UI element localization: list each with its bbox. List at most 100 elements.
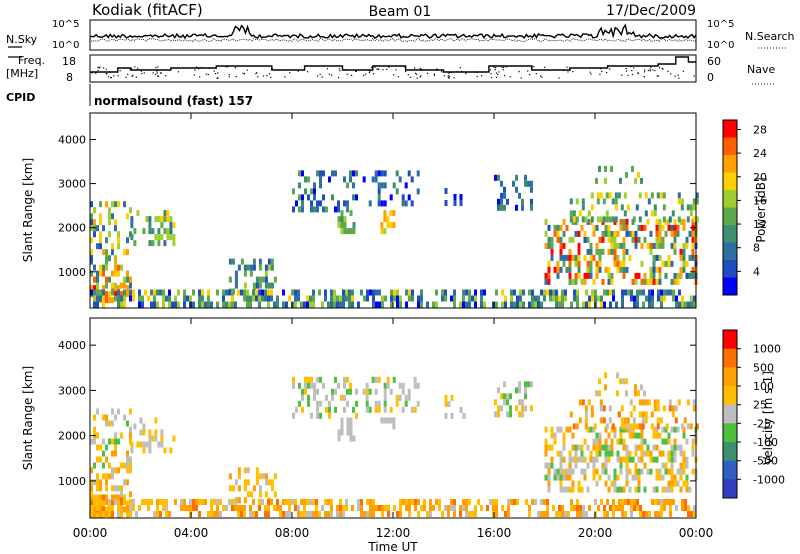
colorbar-tick-label: 1000 <box>753 343 781 356</box>
range-gate-cell <box>111 243 114 250</box>
range-gate-cell <box>631 230 635 237</box>
range-gate-cell <box>589 254 593 261</box>
range-gate-cell <box>641 411 645 418</box>
velocity-scatter-data <box>90 372 699 519</box>
nave-dot <box>228 76 230 78</box>
range-gate-cell <box>228 276 232 283</box>
nave-dot <box>643 71 646 73</box>
range-gate-cell <box>96 282 99 289</box>
range-gate-cell <box>576 301 579 308</box>
y-tick-label: 1000 <box>58 475 86 488</box>
range-gate-cell <box>374 170 378 177</box>
range-gate-cell <box>640 177 643 184</box>
range-gate-cell <box>159 499 162 505</box>
range-gate-cell <box>672 289 675 296</box>
range-gate-cell <box>129 467 132 474</box>
range-gate-cell <box>383 388 387 395</box>
range-gate-cell <box>249 491 253 498</box>
range-gate-cell <box>117 500 120 507</box>
range-gate-cell <box>595 266 599 273</box>
range-gate-cell <box>687 301 690 308</box>
range-gate-cell <box>368 388 372 395</box>
range-gate-cell <box>270 479 274 486</box>
range-gate-cell <box>592 224 596 231</box>
range-gate-cell <box>534 295 537 302</box>
range-gate-cell <box>126 456 129 463</box>
range-gate-cell <box>658 266 662 273</box>
range-gate-cell <box>619 456 623 463</box>
range-gate-cell <box>625 450 629 457</box>
range-gate-cell <box>369 499 372 505</box>
range-gate-cell <box>309 511 312 517</box>
range-gate-cell <box>334 406 337 413</box>
nave-dot <box>493 66 495 68</box>
range-gate-cell <box>643 224 647 231</box>
range-gate-cell <box>649 450 653 457</box>
range-gate-cell <box>634 390 637 397</box>
range-gate-cell <box>582 301 585 308</box>
range-gate-cell <box>249 270 253 277</box>
nave-dot <box>386 68 388 71</box>
range-gate-cell <box>586 218 590 225</box>
range-gate-cell <box>565 486 569 493</box>
nave-dot <box>442 70 445 72</box>
range-gate-cell <box>228 301 231 308</box>
range-gate-cell <box>556 236 560 243</box>
range-gate-cell <box>492 499 495 505</box>
range-gate-cell <box>365 382 369 389</box>
range-gate-cell <box>661 474 665 481</box>
range-gate-cell <box>682 266 686 273</box>
range-gate-cell <box>102 225 105 232</box>
colorbar-segment <box>723 404 737 424</box>
range-gate-cell <box>310 412 313 419</box>
range-gate-cell <box>610 248 614 255</box>
range-gate-cell <box>622 236 626 243</box>
range-gate-cell <box>586 486 590 493</box>
range-gate-cell <box>619 462 623 469</box>
range-gate-cell <box>637 272 641 279</box>
range-gate-cell <box>639 289 642 296</box>
range-gate-cell <box>655 432 659 439</box>
range-gate-cell <box>273 473 277 480</box>
range-gate-cell <box>684 499 687 505</box>
range-gate-cell <box>99 201 102 208</box>
range-gate-cell <box>129 491 132 498</box>
range-gate-cell <box>553 266 557 273</box>
range-gate-cell <box>598 390 601 397</box>
range-gate-cell <box>503 381 506 388</box>
range-gate-cell <box>237 485 241 492</box>
range-gate-cell <box>342 295 345 302</box>
nave-dot <box>567 71 569 73</box>
range-gate-cell <box>658 278 662 285</box>
nave-dot <box>657 75 659 77</box>
range-gate-cell <box>691 450 695 457</box>
nave-dot <box>534 69 536 71</box>
range-gate-cell <box>594 289 597 296</box>
colorbar-tick-label: -25 <box>753 417 771 430</box>
date-title: 17/Dec/2009 <box>606 3 696 19</box>
range-gate-cell <box>192 301 195 308</box>
range-gate-cell <box>676 278 680 285</box>
nave-dot <box>494 69 496 71</box>
range-gate-cell <box>210 499 213 505</box>
range-gate-cell <box>153 511 156 517</box>
range-gate-cell <box>408 289 411 296</box>
range-gate-cell <box>151 435 155 442</box>
range-gate-cell <box>596 216 600 223</box>
range-gate-cell <box>240 289 243 296</box>
range-gate-cell <box>670 462 674 469</box>
range-gate-cell <box>93 426 96 433</box>
range-gate-cell <box>267 505 270 511</box>
range-gate-cell <box>141 301 144 308</box>
nave-dot <box>374 66 376 68</box>
range-gate-cell <box>670 230 674 237</box>
range-gate-cell <box>459 511 462 517</box>
range-gate-cell <box>294 499 297 505</box>
range-gate-cell <box>459 200 463 206</box>
range-gate-cell <box>417 499 420 505</box>
range-gate-cell <box>649 468 653 475</box>
range-gate-cell <box>595 260 599 267</box>
range-gate-cell <box>654 499 657 505</box>
range-gate-cell <box>301 406 304 413</box>
nave-dot <box>495 72 498 74</box>
